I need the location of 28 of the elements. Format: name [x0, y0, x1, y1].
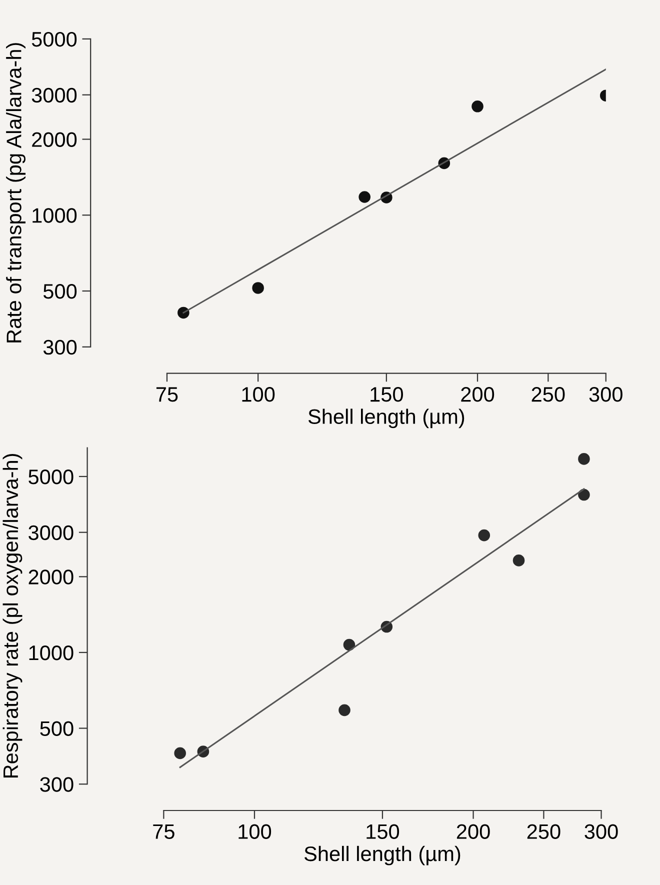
x-axis-title: Shell length (µm) — [308, 408, 464, 428]
x-tick-label: 250 — [532, 387, 565, 402]
y-tick-label: 500 — [40, 721, 74, 736]
x-tick-label: 300 — [589, 387, 622, 402]
y-tick-label: 1000 — [29, 645, 74, 660]
y-tick-label: 500 — [43, 284, 77, 299]
y-tick-label: 1000 — [32, 208, 77, 223]
x-tick-label: 100 — [238, 824, 272, 839]
y-tick-label: 5000 — [32, 32, 77, 47]
y-tick-label: 5000 — [28, 470, 74, 484]
x-axis-title: Shell length (µm) — [304, 846, 460, 866]
y-axis-title: Rate of transport (pg Ala/larva-h) — [6, 43, 26, 342]
x-tick-label: 250 — [527, 824, 560, 839]
y-tick-label: 3000 — [28, 525, 74, 540]
y-tick-label: 2000 — [32, 132, 77, 147]
x-tick-label: 150 — [366, 824, 400, 839]
x-tick-label: 75 — [156, 387, 178, 402]
y-axis-title: Respiratory rate (pl oxygen/larva-h) — [2, 454, 22, 778]
x-tick-label: 200 — [461, 387, 494, 402]
x-tick-label: 75 — [153, 824, 174, 839]
x-tick-label: 150 — [370, 387, 403, 402]
y-tick-label: 300 — [43, 340, 77, 355]
x-tick-label: 300 — [584, 824, 618, 839]
x-tick-label: 100 — [242, 387, 275, 402]
y-tick-label: 2000 — [28, 570, 74, 584]
y-tick-label: 3000 — [32, 88, 77, 103]
y-tick-label: 300 — [40, 777, 74, 792]
x-tick-label: 200 — [456, 824, 490, 839]
